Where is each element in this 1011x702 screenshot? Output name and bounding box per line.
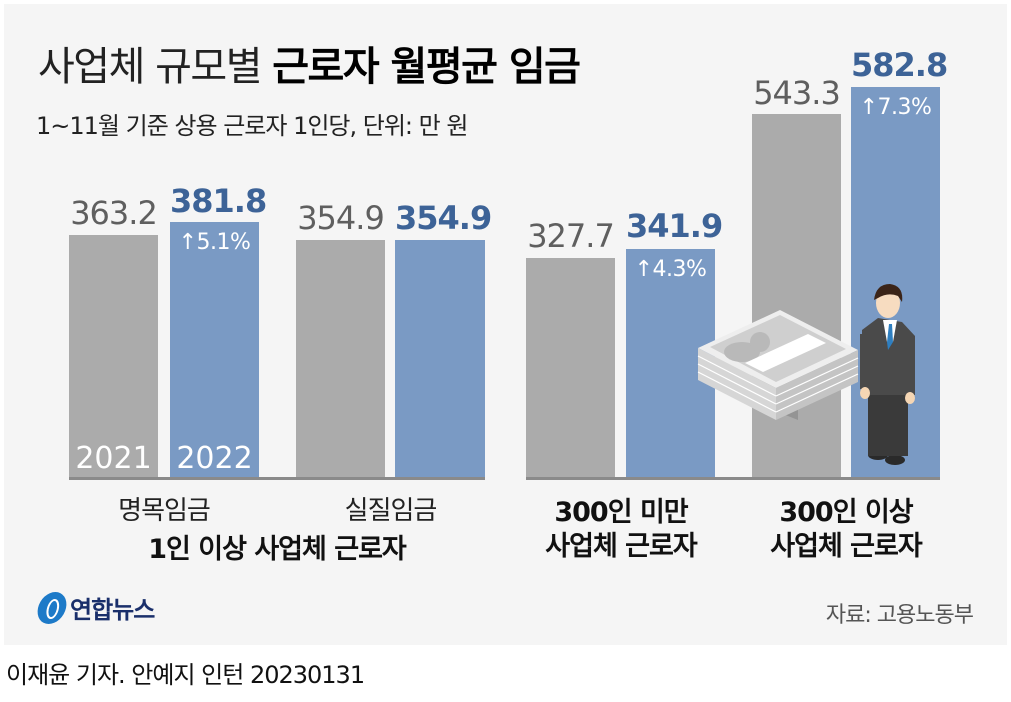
- category-line1: 300인 이상: [779, 497, 913, 528]
- category-label-nominal: 명목임금: [118, 496, 211, 526]
- bar-2021-over300: [752, 114, 841, 478]
- yonhap-logo: 연합뉴스: [34, 590, 155, 625]
- change-badge: ↑5.1%: [178, 230, 251, 255]
- bar-2022-real: [395, 240, 485, 478]
- bar-2022-nominal: ↑5.1% 2022: [170, 222, 259, 478]
- title-bold: 근로자 월평균 임금: [272, 44, 581, 90]
- category-label-under300: 300인 미만 사업체 근로자: [506, 496, 736, 564]
- source-note: 자료: 고용노동부: [825, 603, 974, 628]
- value-label-2022: 341.9: [626, 207, 723, 245]
- businessman-icon: [860, 284, 915, 465]
- value-label-2021: 363.2: [70, 194, 158, 232]
- chart-subtitle: 1~11월 기준 상용 근로자 1인당, 단위: 만 원: [36, 112, 468, 140]
- byline: 이재윤 기자. 안예지 인턴 20230131: [6, 661, 365, 689]
- value-label-2022: 381.8: [170, 182, 267, 220]
- value-label-2021: 543.3: [753, 74, 841, 112]
- baseline-right: [526, 477, 940, 480]
- money-businessman-illustration: [697, 284, 915, 465]
- value-label-2021: 354.9: [297, 199, 385, 237]
- bar-2021-under300: [526, 258, 615, 478]
- bar-2021-real: [296, 240, 385, 478]
- category-line2: 사업체 근로자: [770, 531, 922, 562]
- money-stack-icon: [697, 310, 859, 420]
- value-label-2022: 582.8: [851, 46, 948, 84]
- value-label-2021: 327.7: [527, 217, 615, 255]
- value-label-2022: 354.9: [395, 199, 492, 237]
- category-line1: 300인 미만: [554, 497, 688, 528]
- category-label-real: 실질임금: [344, 496, 438, 526]
- baseline-left: [69, 477, 485, 480]
- category-line2: 사업체 근로자: [545, 531, 697, 562]
- group-label-1plus: 1인 이상 사업체 근로자: [148, 534, 407, 565]
- legend-2021: 2021: [75, 441, 152, 476]
- yonhap-logo-icon: [34, 591, 70, 624]
- legend-2022: 2022: [176, 441, 253, 476]
- category-label-over300: 300인 이상 사업체 근로자: [731, 496, 961, 564]
- title-light: 사업체 규모별: [38, 44, 263, 90]
- chart-title: 사업체 규모별 근로자 월평균 임금: [38, 34, 581, 92]
- logo-text: 연합뉴스: [70, 596, 155, 624]
- change-badge: ↑4.3%: [634, 257, 707, 282]
- change-badge: ↑7.3%: [859, 95, 932, 120]
- bar-2021-nominal: 2021: [69, 235, 158, 478]
